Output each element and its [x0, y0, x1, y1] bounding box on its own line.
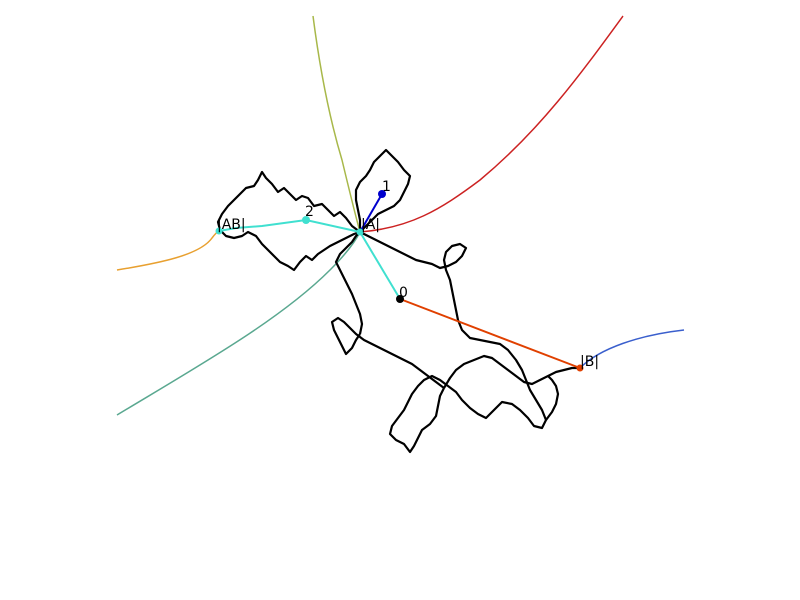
cyan-path — [218, 218, 401, 300]
blue-external-ray — [579, 329, 685, 369]
red-external-ray — [359, 15, 624, 233]
point-b-label: |B| — [580, 354, 599, 370]
orange-external-ray — [116, 230, 220, 271]
point-ab-marker — [215, 227, 223, 235]
julia-set-curve — [216, 148, 580, 454]
point-0-marker — [396, 295, 404, 303]
olive-external-ray — [312, 15, 361, 233]
point-2-marker — [302, 216, 310, 224]
teal-external-ray — [116, 231, 361, 416]
blue-segment — [359, 193, 383, 233]
point-a-label: |A| — [361, 217, 380, 233]
point-b-marker — [576, 364, 584, 372]
point-2-label: 2 — [305, 204, 314, 220]
point-ab-label: |AB| — [217, 217, 246, 233]
point-1-label: 1 — [382, 179, 391, 195]
point-1-marker — [378, 190, 386, 198]
orange-segment — [399, 298, 581, 369]
point-0-label: 0 — [399, 285, 408, 301]
point-a-marker — [356, 228, 364, 236]
